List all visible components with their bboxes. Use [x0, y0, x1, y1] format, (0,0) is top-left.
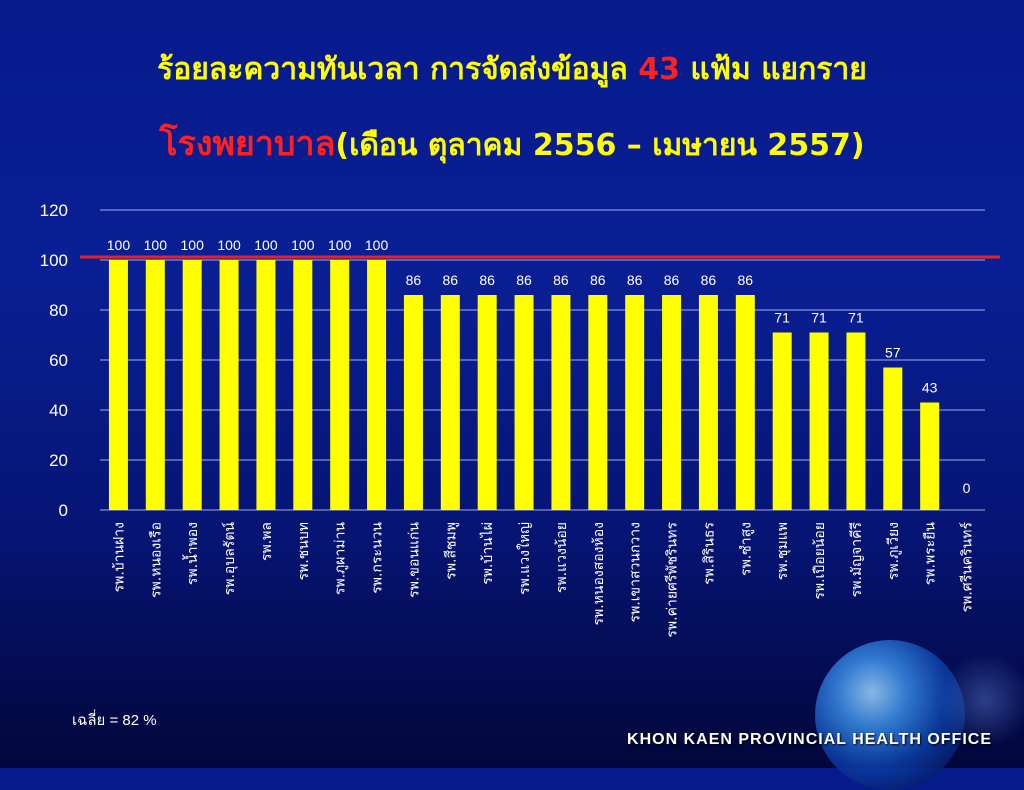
bar	[330, 260, 349, 510]
y-tick-label: 20	[49, 451, 68, 470]
data-label: 71	[811, 310, 827, 326]
data-label: 86	[406, 272, 422, 288]
data-label: 100	[254, 237, 278, 253]
y-tick-label: 40	[49, 401, 68, 420]
x-tick-label: รพ.เปือยน้อย	[812, 522, 828, 600]
x-tick-label: รพ.แวงใหญ่	[516, 522, 533, 595]
x-tick-label: รพ.สีชมพู	[443, 522, 459, 580]
x-tick-label: รพ.หนองเรือ	[148, 522, 164, 598]
bar	[220, 260, 239, 510]
x-tick-label: รพ.บ้านฝาง	[111, 522, 127, 592]
bar	[588, 295, 607, 510]
data-label: 86	[738, 272, 754, 288]
x-tick-label: รพ.บ้านไผ่	[479, 522, 496, 585]
data-label: 100	[181, 237, 205, 253]
data-label: 71	[774, 310, 790, 326]
x-tick-label: รพ.ค่ายศรีพัชรินทร	[665, 522, 681, 638]
x-tick-label: รพ.ซำสูง	[738, 522, 754, 576]
y-tick-label: 120	[40, 201, 68, 220]
bar	[146, 260, 165, 510]
y-tick-label: 0	[59, 501, 68, 520]
x-tick-label: รพ.น้ำพอง	[182, 522, 201, 585]
data-label: 43	[922, 380, 938, 396]
data-label: 86	[516, 272, 532, 288]
bar	[109, 260, 128, 510]
y-tick-label: 100	[40, 251, 68, 270]
x-tick-label: รพ.กระนวน	[370, 522, 386, 594]
footer-office-name: KHON KAEN PROVINCIAL HEALTH OFFICE	[627, 731, 992, 749]
bar	[625, 295, 644, 510]
y-tick-label: 60	[49, 351, 68, 370]
data-label: 86	[443, 272, 459, 288]
data-label: 71	[848, 310, 864, 326]
data-label: 100	[291, 237, 315, 253]
data-label: 86	[590, 272, 606, 288]
data-label: 100	[107, 237, 131, 253]
bar	[515, 295, 534, 510]
bar	[441, 295, 460, 510]
bar	[662, 295, 681, 510]
bar	[810, 333, 829, 511]
x-tick-label: รพ.ศรีนครินทร์	[959, 522, 976, 613]
bar	[256, 260, 275, 510]
data-label: 100	[217, 237, 241, 253]
data-label: 86	[701, 272, 717, 288]
bar	[183, 260, 202, 510]
data-label: 86	[664, 272, 680, 288]
bar	[736, 295, 755, 510]
bar	[478, 295, 497, 510]
x-tick-label: รพ.ภูเวียง	[886, 522, 902, 580]
x-tick-label: รพ.พระยืน	[923, 522, 939, 586]
x-tick-label: รพ.ภูผาม่าน	[333, 522, 349, 596]
bar	[846, 333, 865, 511]
data-label: 86	[479, 272, 495, 288]
data-label: 100	[328, 237, 352, 253]
bar	[404, 295, 423, 510]
data-label: 100	[144, 237, 168, 253]
bar	[920, 403, 939, 511]
data-label: 86	[627, 272, 643, 288]
bar	[773, 333, 792, 511]
x-tick-label: รพ.หนองสองห้อง	[591, 522, 607, 626]
data-label: 0	[963, 480, 971, 496]
x-tick-label: รพ.มัญจาคีรี	[849, 522, 865, 598]
bar	[551, 295, 570, 510]
x-tick-label: รพ.ชนบท	[296, 522, 312, 580]
x-tick-label: รพ.เขาสวนกวาง	[628, 522, 644, 622]
x-tick-label: รพ.ขอนแก่น	[406, 522, 422, 598]
bar	[367, 260, 386, 510]
bar	[883, 368, 902, 511]
data-label: 57	[885, 345, 901, 361]
bar	[293, 260, 312, 510]
x-tick-label: รพ.แวงน้อย	[554, 522, 570, 593]
y-tick-label: 80	[49, 301, 68, 320]
data-label: 100	[365, 237, 389, 253]
x-tick-label: รพ.พล	[259, 522, 275, 561]
x-tick-label: รพ.ชุมแพ	[775, 522, 791, 580]
x-tick-label: รพ.อุบลรัตน์	[221, 522, 238, 596]
x-tick-label: รพ.สิรินธร	[701, 522, 717, 585]
average-label: เฉลี่ย = 82 %	[72, 708, 157, 732]
bar	[699, 295, 718, 510]
data-label: 86	[553, 272, 569, 288]
